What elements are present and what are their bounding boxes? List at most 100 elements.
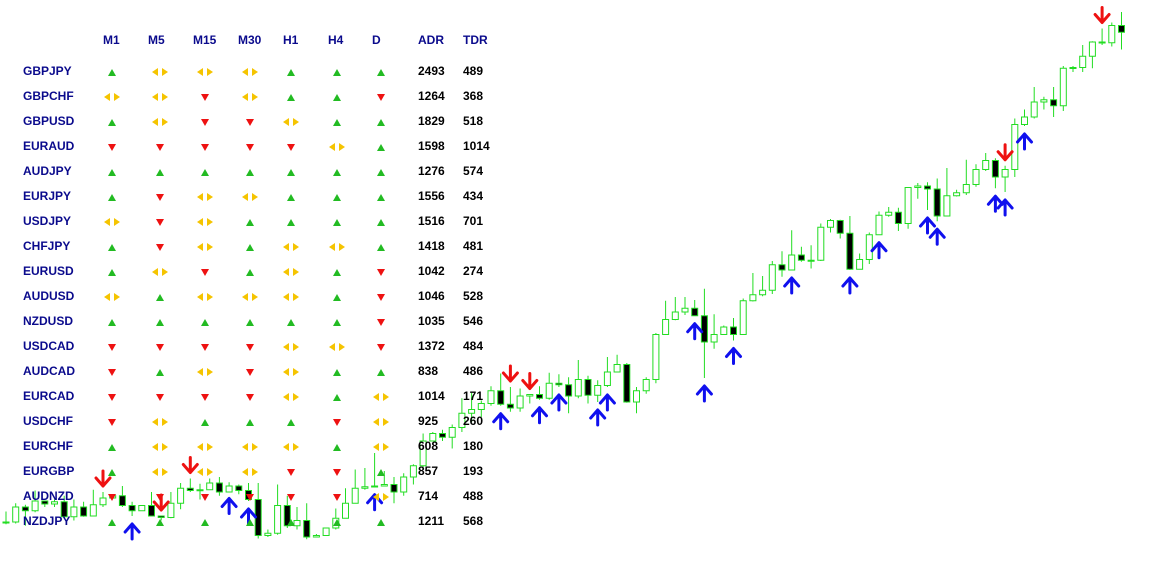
sell-arrow	[94, 469, 112, 488]
pair-label: AUDNZD	[23, 489, 74, 503]
signal-up-icon	[108, 319, 116, 326]
signal-both-icon	[197, 368, 213, 376]
signal-both-icon	[104, 218, 120, 226]
signal-down-icon	[201, 394, 209, 401]
signal-up-icon	[246, 169, 254, 176]
bear-candle	[730, 326, 737, 335]
bull-candle	[225, 485, 233, 493]
adr-value: 1598	[418, 139, 445, 153]
column-header-m30: M30	[238, 33, 262, 47]
bull-candle	[342, 502, 349, 519]
signal-up-icon	[201, 519, 209, 526]
column-header-m15: M15	[193, 33, 217, 47]
signal-both-icon	[373, 443, 389, 451]
signal-up-icon	[287, 519, 295, 526]
signal-both-icon	[152, 418, 168, 426]
table-row: GBPCHF 1264 368	[0, 89, 520, 114]
signal-both-icon	[104, 293, 120, 301]
signal-down-icon	[108, 419, 116, 426]
tdr-value: 488	[463, 489, 484, 503]
signal-down-icon	[246, 144, 254, 151]
bear-candle	[691, 307, 699, 317]
bear-candle	[497, 390, 505, 405]
tdr-value: 489	[463, 64, 484, 78]
signal-both-icon	[329, 343, 345, 351]
bull-candle	[526, 394, 534, 397]
bull-candle	[516, 395, 524, 409]
signal-both-icon	[242, 93, 258, 101]
signal-up-icon	[201, 319, 209, 326]
buy-arrow	[550, 393, 568, 412]
signal-down-icon	[156, 219, 164, 226]
tdr-value: 274	[463, 264, 484, 278]
bull-candle	[99, 497, 107, 506]
tdr-value: 1014	[463, 139, 490, 153]
adr-value: 838	[418, 364, 439, 378]
adr-value: 925	[418, 414, 439, 428]
sell-arrow	[521, 372, 539, 390]
bull-candle	[138, 505, 146, 512]
bull-candle	[12, 506, 20, 523]
signal-both-icon	[283, 243, 299, 251]
column-header-h1: H1	[283, 33, 299, 47]
bear-candle	[215, 482, 223, 493]
bull-candle	[671, 311, 679, 320]
signal-both-icon	[283, 293, 299, 301]
signal-up-icon	[108, 194, 116, 201]
bull-candle	[788, 254, 796, 271]
bull-candle	[487, 390, 495, 404]
sell-arrow	[996, 143, 1014, 162]
signal-down-icon	[246, 494, 254, 501]
bear-candle	[148, 505, 155, 517]
signal-up-icon	[156, 369, 164, 376]
signal-up-icon	[333, 444, 341, 451]
buy-arrow	[919, 216, 936, 235]
signal-both-icon	[373, 393, 389, 401]
column-header-m5: M5	[148, 33, 165, 47]
bull-candle	[633, 390, 640, 403]
bull-candle	[89, 504, 97, 517]
signal-down-icon	[246, 394, 254, 401]
adr-value: 2493	[418, 64, 445, 78]
bull-candle	[429, 433, 437, 442]
signal-both-icon	[283, 268, 299, 276]
signal-both-icon	[152, 443, 168, 451]
tdr-value: 368	[463, 89, 484, 103]
signal-up-icon	[333, 519, 341, 526]
bull-candle	[720, 326, 728, 335]
signal-up-icon	[246, 519, 254, 526]
adr-value: 714	[418, 489, 439, 503]
bull-candle	[1011, 124, 1019, 170]
table-row: EURCAD 1014 171	[0, 389, 520, 414]
signal-up-icon	[287, 194, 295, 201]
bull-candle	[196, 489, 204, 492]
bull-candle	[264, 532, 272, 536]
bear-candle	[700, 315, 708, 343]
bull-candle	[962, 184, 970, 194]
signal-up-icon	[377, 169, 385, 176]
table-row: USDJPY 1516 701	[0, 214, 520, 239]
bull-candle	[827, 220, 834, 228]
signal-up-icon	[333, 169, 341, 176]
bear-candle	[924, 185, 931, 190]
signal-up-icon	[377, 244, 385, 251]
signal-both-icon	[329, 143, 345, 151]
signal-up-icon	[108, 469, 116, 476]
adr-value: 1042	[418, 264, 445, 278]
signal-up-icon	[287, 319, 295, 326]
buy-arrow	[783, 276, 801, 295]
buy-arrow	[123, 522, 141, 541]
bear-candle	[991, 160, 999, 178]
table-row: USDCHF 925 260	[0, 414, 520, 439]
table-row: NZDJPY 1211 568	[0, 514, 520, 539]
table-row: GBPJPY 2493 489	[0, 64, 520, 89]
bull-candle	[322, 527, 330, 536]
bull-candle	[865, 234, 873, 260]
signal-dashboard: M1 M5 M15 M30 H1 H4 D ADR TDR GBPJPY 2493 489 GBPCH…	[0, 0, 520, 560]
bear-candle	[1118, 25, 1125, 33]
signal-both-icon	[197, 68, 213, 76]
pair-label: GBPJPY	[23, 64, 72, 78]
table-row: EURGBP 857 193	[0, 464, 520, 489]
bull-candle	[371, 485, 379, 488]
signal-both-icon	[152, 118, 168, 126]
